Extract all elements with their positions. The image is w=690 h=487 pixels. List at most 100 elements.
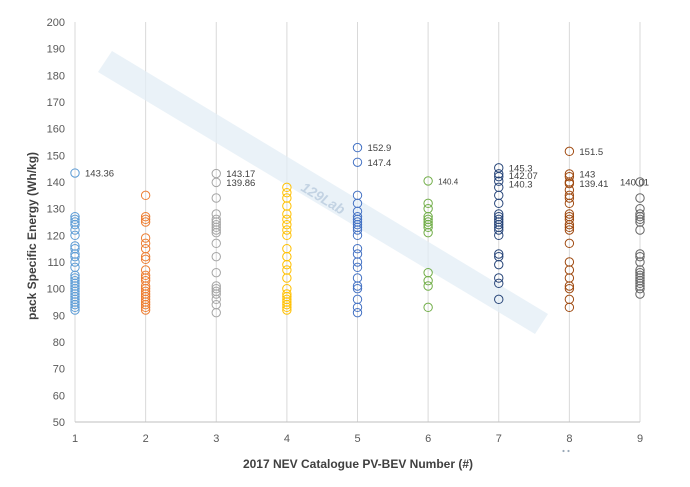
- data-point: [70, 302, 80, 313]
- data-point: [140, 211, 151, 222]
- data-annotation: 143.36: [85, 169, 114, 180]
- data-point: [140, 233, 151, 243]
- y-tick-label: 170: [47, 97, 65, 109]
- data-point: [211, 177, 221, 188]
- data-point: [140, 254, 151, 265]
- data-point: [352, 219, 363, 230]
- data-point: [564, 283, 575, 294]
- x-tick-label: 5: [354, 433, 360, 445]
- data-point: [140, 305, 151, 315]
- data-point: [564, 171, 575, 182]
- data-point: [564, 281, 575, 291]
- data-point: [423, 227, 433, 238]
- data-point: [282, 305, 292, 315]
- data-point: [564, 219, 575, 230]
- data-point: [423, 176, 433, 186]
- data-point: [494, 169, 504, 179]
- data-annotation: 139.86: [226, 178, 255, 189]
- data-point: [423, 198, 433, 209]
- data-annotation: 140.01: [620, 177, 649, 188]
- data-point: [211, 225, 221, 235]
- data-point: [70, 168, 80, 178]
- data-point: [282, 230, 292, 241]
- data-point: [423, 217, 433, 227]
- data-point: [423, 302, 433, 313]
- data-point: [211, 289, 221, 299]
- data-point: [211, 294, 221, 305]
- y-tick-label: 90: [53, 310, 65, 322]
- data-point: [635, 283, 645, 294]
- y-tick-label: 120: [47, 230, 65, 242]
- y-tick-label: 80: [53, 337, 65, 349]
- data-point: [494, 249, 504, 259]
- y-tick-labels: 50 60 70 80 90 100 110 120 130 140 150 160 170 180 190…: [47, 17, 65, 429]
- data-point: [564, 238, 575, 249]
- data-point: [352, 157, 363, 167]
- data-point: [352, 230, 363, 241]
- data-point: [423, 222, 433, 233]
- y-tick-label: 70: [53, 364, 65, 376]
- data-point: [70, 251, 80, 262]
- data-point: [564, 209, 575, 219]
- brand-badge: 129Lab: [559, 446, 624, 462]
- data-point: [635, 289, 645, 299]
- data-point: [282, 273, 292, 283]
- data-points: [70, 142, 645, 318]
- data-point: [282, 259, 292, 270]
- data-point: [352, 283, 363, 294]
- data-point: [70, 214, 80, 225]
- y-tick-label: 200: [47, 17, 65, 29]
- data-point: [352, 243, 363, 254]
- x-tick-label: 6: [425, 433, 431, 445]
- data-point: [70, 230, 80, 241]
- data-point: [494, 171, 504, 182]
- data-point: [140, 238, 151, 249]
- data-point: [282, 219, 292, 230]
- data-point: [211, 238, 221, 249]
- y-tick-label: 180: [47, 70, 65, 82]
- data-point: [282, 187, 292, 198]
- data-point: [211, 227, 221, 238]
- x-tick-labels: 1 2 3 4 5 6 7 8 9: [72, 433, 643, 445]
- data-point: [282, 182, 292, 193]
- data-point: [282, 225, 292, 235]
- data-point: [70, 257, 80, 267]
- data-point: [635, 251, 645, 262]
- y-axis-title: pack Specific Energy (Wh/kg): [25, 152, 39, 320]
- data-point: [352, 262, 363, 273]
- y-tick-label: 130: [47, 204, 65, 216]
- y-tick-label: 110: [47, 257, 65, 269]
- data-point: [140, 214, 151, 225]
- data-point: [211, 283, 221, 294]
- brand-label: 129Lab: [584, 446, 624, 460]
- data-annotation: 143: [579, 170, 595, 181]
- data-point: [352, 257, 363, 267]
- y-tick-label: 190: [47, 44, 65, 56]
- data-point: [140, 190, 151, 201]
- data-point: [70, 305, 80, 315]
- data-annotation: 145.3: [509, 163, 533, 174]
- data-annotations: 143.36 143.17139.86152.9147.4140.4145.314…: [85, 143, 649, 190]
- data-point: [140, 302, 151, 313]
- data-annotation: 147.4: [368, 158, 392, 169]
- data-point: [635, 214, 645, 225]
- data-point: [70, 219, 80, 230]
- data-point: [494, 230, 504, 241]
- data-annotation: 140.4: [438, 177, 459, 186]
- data-point: [494, 273, 504, 283]
- data-point: [494, 176, 504, 186]
- data-point: [282, 299, 292, 310]
- data-point: [564, 146, 575, 157]
- x-tick-label: 9: [637, 433, 643, 445]
- data-point: [211, 307, 221, 318]
- y-tick-label: 140: [47, 177, 65, 189]
- x-tick-label: 4: [284, 433, 290, 445]
- data-point: [70, 299, 80, 310]
- x-tick-label: 7: [496, 433, 502, 445]
- data-annotation: 139.41: [579, 179, 608, 190]
- x-axis-title: 2017 NEV Catalogue PV-BEV Number (#): [243, 457, 473, 471]
- data-point: [140, 270, 151, 281]
- data-annotation: 151.5: [579, 147, 603, 158]
- data-point: [140, 217, 151, 227]
